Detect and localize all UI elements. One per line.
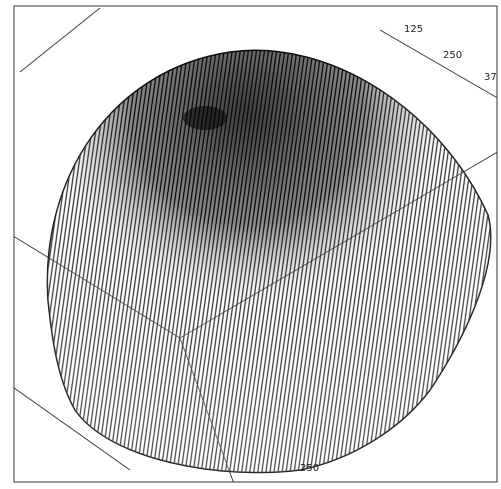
dimple [183,106,227,130]
tick-label: 125 [404,24,423,35]
tick-label: 250 [443,50,462,61]
axis-line [379,29,497,99]
frame [13,5,498,483]
axis-line [14,387,131,471]
mesh-shading [47,50,491,473]
tick-label: 37 [484,72,497,83]
surface [46,49,492,474]
tick-label: 250 [300,463,319,474]
axis-line [19,7,101,73]
